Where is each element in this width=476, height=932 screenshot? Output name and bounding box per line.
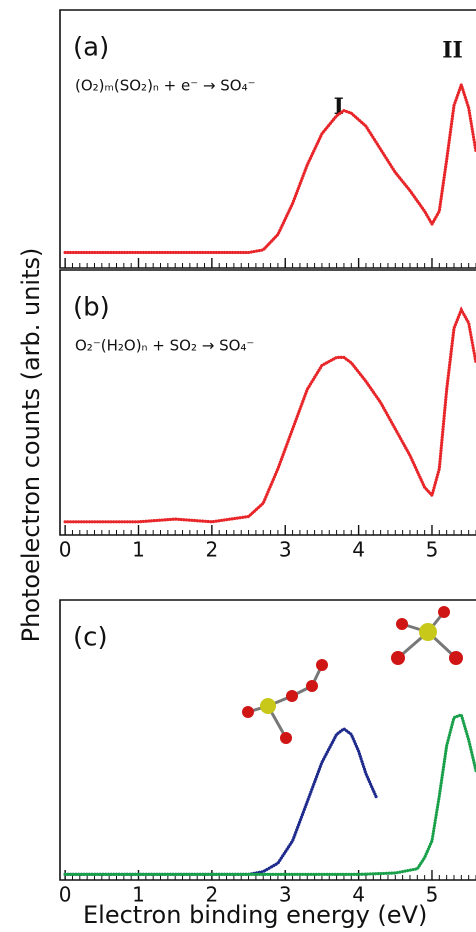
x-tick-label: 2 xyxy=(206,538,219,562)
data-line xyxy=(65,729,377,875)
panel-label: (a) xyxy=(73,33,109,63)
peak-label: II xyxy=(442,37,463,63)
axes-frame xyxy=(60,10,476,268)
x-tick-label: 3 xyxy=(279,538,292,562)
panel-label: (b) xyxy=(73,293,110,323)
data-line xyxy=(65,85,476,253)
x-tick-label: 5 xyxy=(426,538,439,562)
x-axis-label: Electron binding energy (eV) xyxy=(83,901,427,929)
molecule-sulfate xyxy=(391,606,463,665)
figure: Photoelectron counts (arb. units) (a) (O₂… xyxy=(0,0,476,932)
reaction: O₂⁻(H₂O)ₙ + SO₂ → SO₄⁻ xyxy=(75,337,254,355)
molecule-ozonide xyxy=(242,659,328,744)
axes-frame xyxy=(60,600,476,880)
x-tick-label: 1 xyxy=(132,538,145,562)
x-tick-label: 0 xyxy=(59,538,72,562)
reaction: (O₂)ₘ(SO₂)ₙ + e⁻ → SO₄⁻ xyxy=(75,77,256,95)
panel-label: (c) xyxy=(73,623,108,653)
x-tick-label: 4 xyxy=(352,538,365,562)
page: Photoelectron counts (arb. units) (a) (O₂… xyxy=(0,0,476,932)
data-line xyxy=(65,715,476,875)
y-axis-label: Photoelectron counts (arb. units) xyxy=(17,248,45,643)
x-tick-label: 0 xyxy=(59,883,72,907)
x-tick-label: 5 xyxy=(426,883,439,907)
